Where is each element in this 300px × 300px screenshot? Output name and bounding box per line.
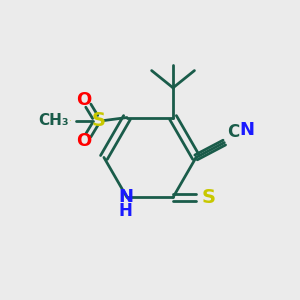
Text: O: O <box>76 91 92 109</box>
Text: N: N <box>118 188 133 206</box>
Text: CH₃: CH₃ <box>38 113 68 128</box>
Text: H: H <box>118 202 132 220</box>
Text: S: S <box>201 188 215 207</box>
Text: C: C <box>227 123 239 141</box>
Text: N: N <box>240 121 255 139</box>
Text: O: O <box>76 132 92 150</box>
Text: S: S <box>92 111 106 130</box>
Text: S: S <box>70 120 71 121</box>
